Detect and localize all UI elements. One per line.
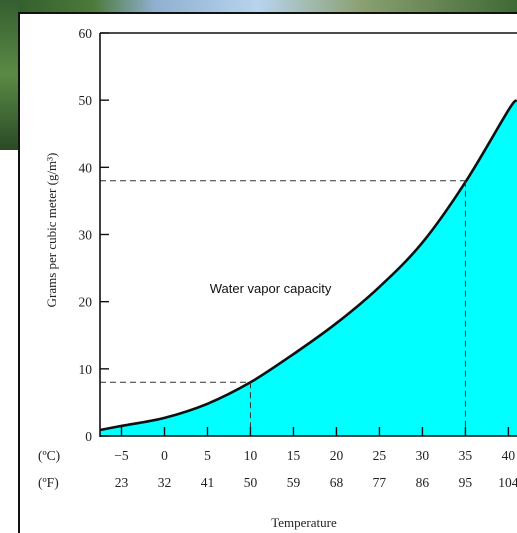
fahrenheit-tick-label-9: 104 [498, 475, 517, 490]
fahrenheit-tick-label-8: 95 [459, 475, 473, 490]
y-tick-label-20: 20 [79, 295, 93, 310]
fahrenheit-tick-label-5: 68 [330, 475, 344, 490]
celsius-tick-label-5: 20 [330, 448, 344, 463]
background-photo-edge [0, 0, 18, 150]
fahrenheit-tick-label-7: 86 [416, 475, 430, 490]
capacity-area-fill [100, 100, 517, 436]
y-tick-label-40: 40 [79, 160, 93, 175]
celsius-tick-label-3: 10 [244, 448, 258, 463]
x-axis-title: Temperature [271, 515, 337, 530]
fahrenheit-unit-label: (ºF) [38, 475, 59, 490]
y-tick-label-0: 0 [85, 429, 92, 444]
fahrenheit-tick-label-3: 50 [244, 475, 258, 490]
capacity-curve [99, 99, 517, 432]
y-tick-label-30: 30 [79, 228, 93, 243]
background-photo-strip [0, 0, 517, 14]
fahrenheit-tick-label-1: 32 [158, 475, 172, 490]
celsius-tick-label-2: 5 [204, 448, 211, 463]
frame-top-border [18, 12, 517, 14]
fahrenheit-tick-label-6: 77 [373, 475, 387, 490]
fahrenheit-tick-label-2: 41 [201, 475, 215, 490]
y-tick-label-50: 50 [79, 93, 93, 108]
fahrenheit-tick-label-4: 59 [287, 475, 301, 490]
celsius-tick-label-9: 40 [502, 448, 516, 463]
celsius-tick-label-8: 35 [459, 448, 473, 463]
plot-area [99, 99, 517, 436]
axes [99, 32, 517, 437]
celsius-tick-label-0: −5 [114, 448, 129, 463]
y-axis-title: Grams per cubic meter (g/m³) [44, 153, 59, 308]
celsius-unit-label: (ºC) [38, 448, 60, 463]
celsius-tick-label-7: 30 [416, 448, 430, 463]
fahrenheit-tick-label-0: 23 [115, 475, 129, 490]
celsius-tick-label-4: 15 [287, 448, 301, 463]
celsius-tick-label-1: 0 [161, 448, 168, 463]
y-tick-label-60: 60 [79, 26, 93, 41]
water-vapor-capacity-label: Water vapor capacity [210, 281, 332, 296]
y-tick-label-10: 10 [79, 362, 93, 377]
labels: Grams per cubic meter (g/m³) Temperature… [38, 26, 517, 530]
frame-left-border [18, 14, 20, 533]
celsius-tick-label-6: 25 [373, 448, 387, 463]
